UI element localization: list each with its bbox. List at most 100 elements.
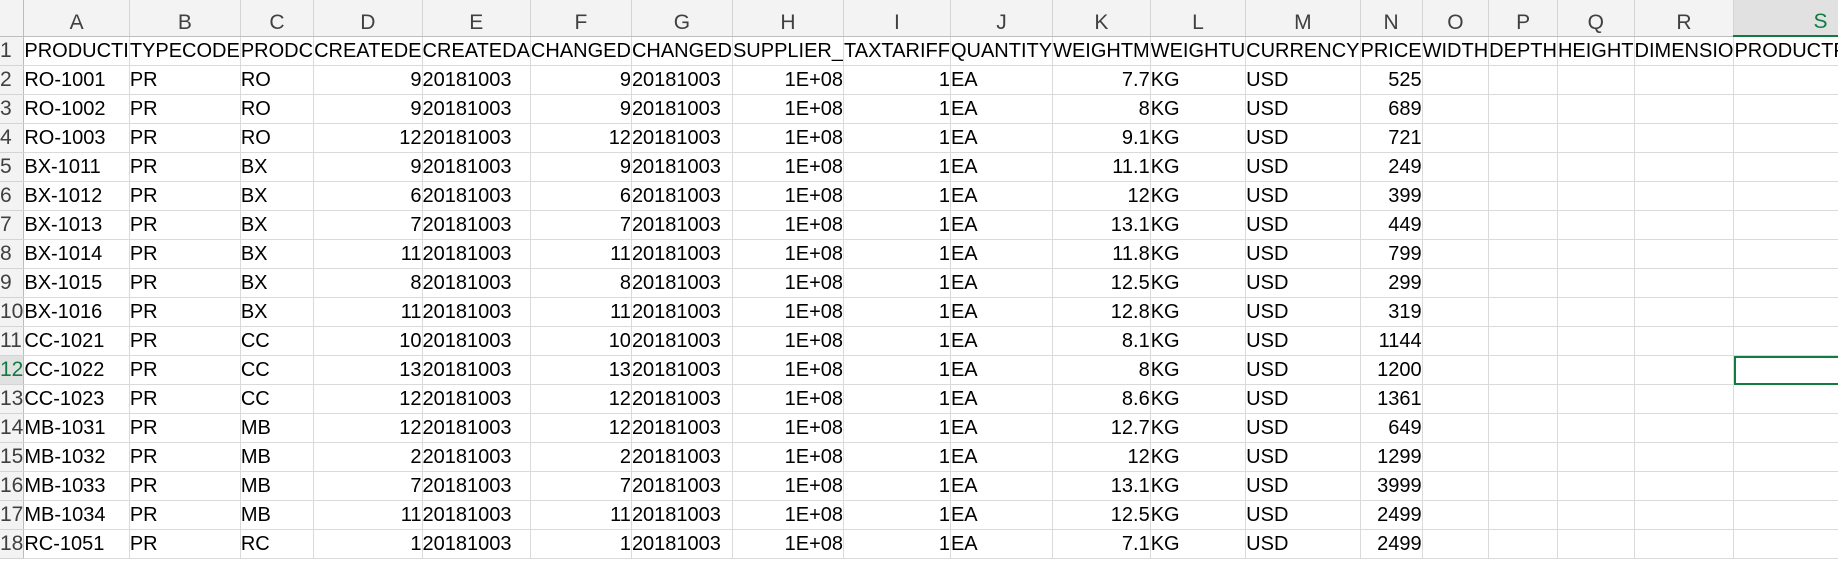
cell-c13[interactable]: CC [240, 384, 315, 414]
cell-d15[interactable]: 2 [313, 442, 423, 472]
cell-r6[interactable] [1634, 181, 1735, 211]
cell-c15[interactable]: MB [240, 442, 315, 472]
cell-h17[interactable]: 1E+08 [732, 500, 845, 530]
cell-f3[interactable]: 9 [530, 94, 632, 124]
cell-f16[interactable]: 7 [530, 471, 632, 501]
cell-b9[interactable]: PR [129, 268, 241, 298]
cell-i2[interactable]: 1 [843, 65, 951, 95]
cell-n14[interactable]: 649 [1360, 413, 1423, 443]
cell-a13[interactable]: CC-1023 [23, 384, 130, 414]
row-header-14[interactable]: 14 [0, 413, 25, 443]
row-header-16[interactable]: 16 [0, 471, 25, 501]
row-header-18[interactable]: 18 [0, 529, 25, 559]
column-header-c[interactable]: C [240, 0, 315, 37]
cell-m8[interactable]: USD [1245, 239, 1361, 269]
cell-r5[interactable] [1634, 152, 1735, 182]
cell-s11[interactable] [1733, 326, 1838, 356]
cell-f17[interactable]: 11 [530, 500, 632, 530]
cell-r11[interactable] [1634, 326, 1735, 356]
cell-p6[interactable] [1488, 181, 1558, 211]
cell-i9[interactable]: 1 [843, 268, 951, 298]
cell-k1[interactable]: WEIGHTM [1052, 36, 1151, 66]
cell-h15[interactable]: 1E+08 [732, 442, 845, 472]
cell-q13[interactable] [1557, 384, 1635, 414]
cell-j5[interactable]: EA [950, 152, 1054, 182]
cell-k2[interactable]: 7.7 [1052, 65, 1151, 95]
cell-b6[interactable]: PR [129, 181, 241, 211]
cell-s13[interactable] [1733, 384, 1838, 414]
cell-b2[interactable]: PR [129, 65, 241, 95]
cell-n17[interactable]: 2499 [1360, 500, 1423, 530]
cell-m3[interactable]: USD [1245, 94, 1361, 124]
column-header-i[interactable]: I [843, 0, 951, 37]
cell-r7[interactable] [1634, 210, 1735, 240]
cell-l6[interactable]: KG [1150, 181, 1247, 211]
cell-k15[interactable]: 12 [1052, 442, 1151, 472]
cell-l10[interactable]: KG [1150, 297, 1247, 327]
cell-l13[interactable]: KG [1150, 384, 1247, 414]
cell-m18[interactable]: USD [1245, 529, 1361, 559]
cell-q1[interactable]: HEIGHT [1557, 36, 1635, 66]
cell-p5[interactable] [1488, 152, 1558, 182]
cell-o13[interactable] [1422, 384, 1490, 414]
cell-c9[interactable]: BX [240, 268, 315, 298]
cell-q16[interactable] [1557, 471, 1635, 501]
cell-r12[interactable] [1634, 355, 1735, 385]
column-header-q[interactable]: Q [1557, 0, 1635, 37]
cell-q11[interactable] [1557, 326, 1635, 356]
column-header-l[interactable]: L [1150, 0, 1247, 37]
cell-k17[interactable]: 12.5 [1052, 500, 1151, 530]
cell-o3[interactable] [1422, 94, 1490, 124]
cell-j16[interactable]: EA [950, 471, 1054, 501]
cell-b4[interactable]: PR [129, 123, 241, 153]
cell-a10[interactable]: BX-1016 [23, 297, 130, 327]
cell-f9[interactable]: 8 [530, 268, 632, 298]
cell-f14[interactable]: 12 [530, 413, 632, 443]
row-header-10[interactable]: 10 [0, 297, 25, 327]
cell-l5[interactable]: KG [1150, 152, 1247, 182]
cell-s9[interactable] [1733, 268, 1838, 298]
cell-m10[interactable]: USD [1245, 297, 1361, 327]
cell-h1[interactable]: SUPPLIER_ [732, 36, 845, 66]
cell-a4[interactable]: RO-1003 [23, 123, 130, 153]
cell-p16[interactable] [1488, 471, 1558, 501]
cell-k6[interactable]: 12 [1052, 181, 1151, 211]
cell-l7[interactable]: KG [1150, 210, 1247, 240]
cell-m5[interactable]: USD [1245, 152, 1361, 182]
cell-e1[interactable]: CREATEDA [422, 36, 531, 66]
cell-f18[interactable]: 1 [530, 529, 632, 559]
cell-s4[interactable] [1733, 123, 1838, 153]
cell-o1[interactable]: WIDTH [1422, 36, 1490, 66]
cell-j8[interactable]: EA [950, 239, 1054, 269]
row-header-5[interactable]: 5 [0, 152, 25, 182]
cell-h13[interactable]: 1E+08 [732, 384, 845, 414]
column-header-f[interactable]: F [530, 0, 632, 37]
cell-k18[interactable]: 7.1 [1052, 529, 1151, 559]
cell-e9[interactable]: 20181003 [422, 268, 531, 298]
cell-q17[interactable] [1557, 500, 1635, 530]
row-header-9[interactable]: 9 [0, 268, 25, 298]
cell-s6[interactable] [1733, 181, 1838, 211]
cell-p15[interactable] [1488, 442, 1558, 472]
row-header-3[interactable]: 3 [0, 94, 25, 124]
cell-j18[interactable]: EA [950, 529, 1054, 559]
cell-k5[interactable]: 11.1 [1052, 152, 1151, 182]
cell-b10[interactable]: PR [129, 297, 241, 327]
cell-n3[interactable]: 689 [1360, 94, 1423, 124]
cell-k7[interactable]: 13.1 [1052, 210, 1151, 240]
cell-f7[interactable]: 7 [530, 210, 632, 240]
cell-h9[interactable]: 1E+08 [732, 268, 845, 298]
cell-i13[interactable]: 1 [843, 384, 951, 414]
cell-k12[interactable]: 8 [1052, 355, 1151, 385]
cell-r4[interactable] [1634, 123, 1735, 153]
cell-q9[interactable] [1557, 268, 1635, 298]
cell-c8[interactable]: BX [240, 239, 315, 269]
cell-a14[interactable]: MB-1031 [23, 413, 130, 443]
cell-i15[interactable]: 1 [843, 442, 951, 472]
cell-r3[interactable] [1634, 94, 1735, 124]
cell-d5[interactable]: 9 [313, 152, 423, 182]
cell-o7[interactable] [1422, 210, 1490, 240]
cell-g4[interactable]: 20181003 [631, 123, 733, 153]
cell-l14[interactable]: KG [1150, 413, 1247, 443]
column-header-h[interactable]: H [732, 0, 845, 37]
